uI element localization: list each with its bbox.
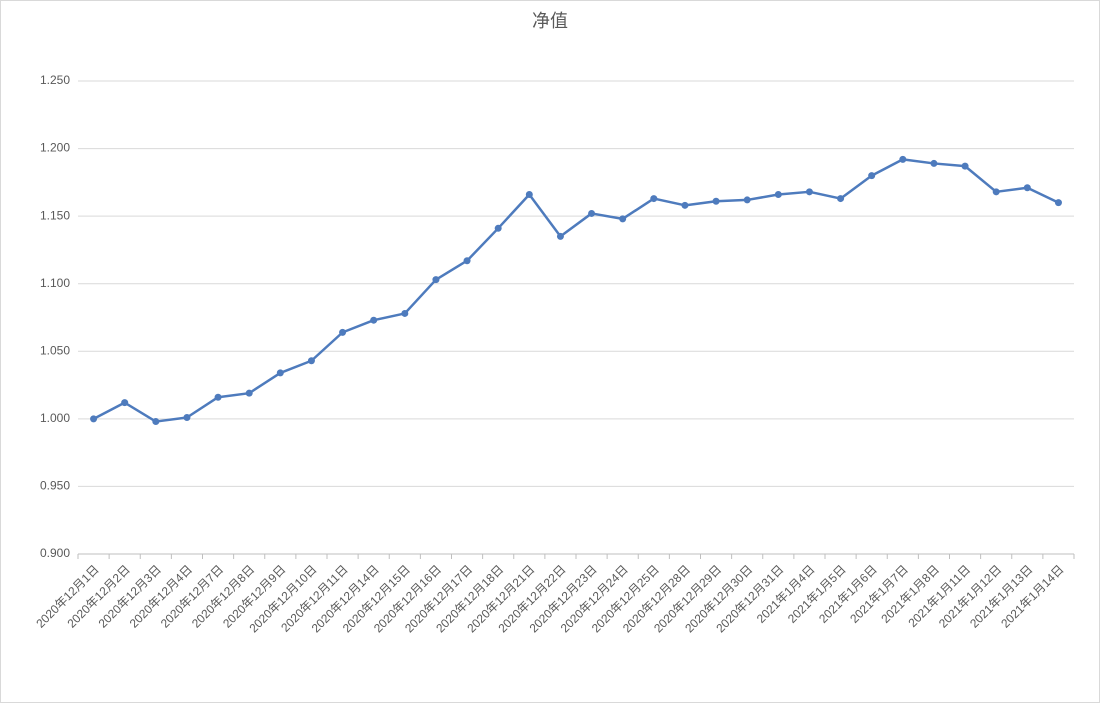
chart-title: 净值	[532, 11, 568, 31]
data-point	[245, 389, 253, 397]
data-point	[619, 215, 627, 223]
data-point	[370, 316, 378, 324]
data-point	[930, 159, 938, 167]
data-point	[899, 155, 907, 163]
data-line	[92, 158, 1059, 423]
data-point	[339, 328, 347, 336]
data-point	[121, 399, 129, 407]
data-point	[961, 162, 969, 170]
data-point	[588, 209, 596, 217]
y-tick-label: 1.100	[40, 276, 70, 290]
y-tick-label: 1.150	[40, 208, 70, 222]
data-point	[183, 414, 191, 422]
data-point	[463, 257, 471, 265]
data-point	[556, 232, 564, 240]
data-point	[276, 369, 284, 377]
data-point	[307, 357, 315, 365]
data-point	[743, 196, 751, 204]
data-point	[992, 188, 1000, 196]
data-point	[837, 195, 845, 203]
data-point	[805, 188, 813, 196]
data-point	[525, 191, 533, 199]
data-point	[214, 393, 222, 401]
data-point	[1023, 184, 1031, 192]
data-point	[152, 418, 160, 426]
data-point	[774, 191, 782, 199]
data-point	[401, 309, 409, 317]
data-point	[1054, 199, 1062, 207]
y-tick-label: 1.200	[40, 141, 70, 155]
data-point	[432, 276, 440, 284]
data-point	[681, 201, 689, 209]
data-point	[868, 172, 876, 180]
y-tick-label: 0.900	[40, 546, 70, 560]
y-tick-label: 1.250	[40, 73, 70, 87]
y-tick-label: 1.000	[40, 411, 70, 425]
data-point	[650, 195, 658, 203]
y-tick-label: 1.050	[40, 343, 70, 357]
y-tick-label: 0.950	[40, 479, 70, 493]
data-point	[712, 197, 720, 205]
data-point	[90, 415, 98, 423]
data-point	[494, 224, 502, 232]
